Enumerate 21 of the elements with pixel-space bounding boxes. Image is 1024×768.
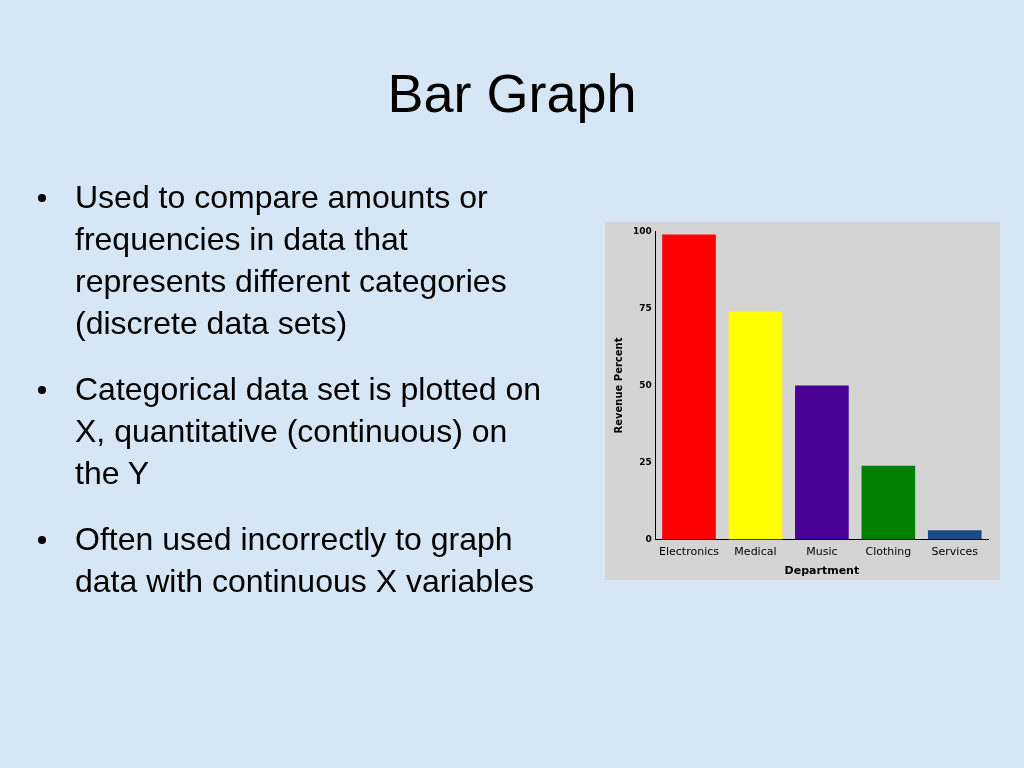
bar xyxy=(728,311,783,540)
x-tick-label: Medical xyxy=(734,545,777,559)
text: Often used incorrectly to graph data with continuous X variables xyxy=(74,520,535,601)
x-tick-label: Services xyxy=(931,545,979,559)
x-tick-label: Electronics xyxy=(659,545,720,559)
chart-title: Bar Graph xyxy=(386,62,638,124)
y-tick-label: 50 xyxy=(639,379,652,390)
bar xyxy=(662,234,716,540)
bar xyxy=(927,530,982,540)
text: Used to compare amounts or frequencies in data that represents different categories (discrete data sets) xyxy=(74,178,508,343)
x-tick-label: Music xyxy=(806,545,838,559)
y-tick-label: 75 xyxy=(639,302,652,313)
text: Categorical data set is plotted on X, quantitative (continuous) on the Y xyxy=(74,370,543,493)
y-tick-label: 25 xyxy=(639,456,652,467)
x-tick-label: Clothing xyxy=(865,545,912,559)
y-tick-label: 0 xyxy=(645,533,652,544)
y-tick-label: 100 xyxy=(632,225,652,236)
bar xyxy=(795,385,849,540)
bar xyxy=(861,465,916,540)
x-axis-title: Department xyxy=(784,564,860,578)
y-axis-title: Revenue Percent xyxy=(612,337,624,434)
